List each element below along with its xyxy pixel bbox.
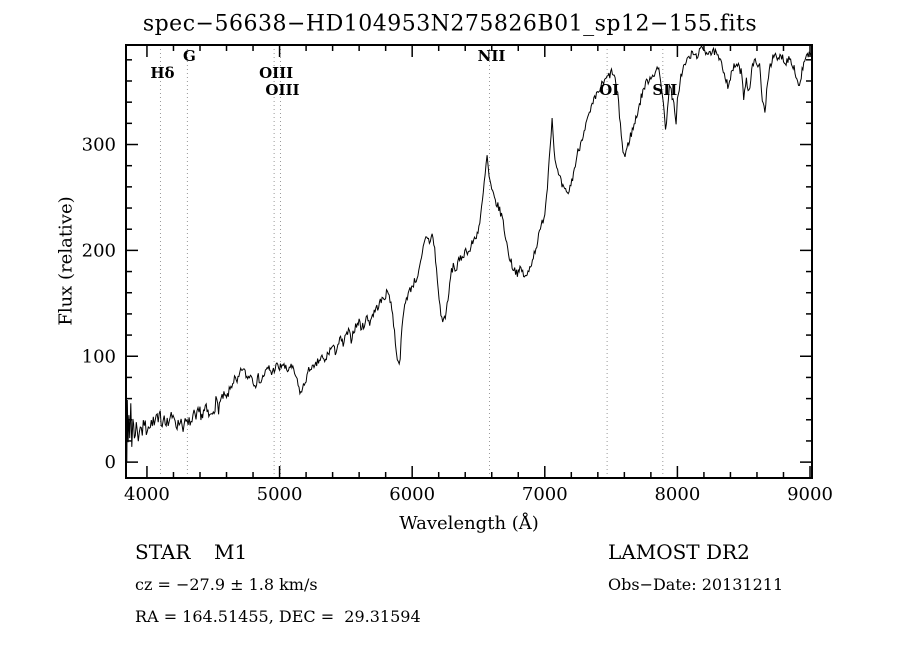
survey-label: LAMOST DR2: [608, 540, 750, 564]
svg-text:9000: 9000: [787, 484, 833, 505]
plot-frame: [125, 44, 813, 479]
svg-text:5000: 5000: [257, 484, 303, 505]
cz-value: cz = −27.9 ± 1.8 km/s: [135, 575, 318, 594]
spectral-line-label: SII: [652, 81, 677, 99]
svg-text:100: 100: [82, 346, 116, 367]
svg-text:8000: 8000: [654, 484, 700, 505]
y-axis-label: Flux (relative): [55, 196, 77, 326]
svg-text:4000: 4000: [124, 484, 170, 505]
y-tick-labels: 0 100 200 300: [82, 135, 116, 474]
spectral-line-label: G: [183, 47, 196, 65]
spectral-line-label: OIII: [259, 64, 293, 82]
spectrum-line: [126, 45, 812, 463]
plot-title: spec−56638−HD104953N275826B01_sp12−155.f…: [142, 11, 758, 37]
object-class-label: STAR: [135, 540, 191, 564]
svg-text:6000: 6000: [389, 484, 435, 505]
spectral-line-label: NII: [478, 47, 506, 65]
svg-text:300: 300: [82, 135, 116, 156]
spectral-line-label: OIII: [265, 81, 299, 99]
svg-text:0: 0: [105, 452, 116, 473]
coordinates: RA = 164.51455, DEC = 29.31594: [135, 607, 421, 626]
svg-text:200: 200: [82, 240, 116, 261]
svg-text:7000: 7000: [522, 484, 568, 505]
spectral-line-markers: [159, 45, 664, 478]
spectral-line-label: Hδ: [150, 64, 174, 82]
x-axis-label: Wavelength (Å): [399, 513, 539, 534]
spectral-line-label: OI: [599, 81, 619, 99]
axis-ticks: [126, 45, 812, 478]
obs-date: Obs−Date: 20131211: [608, 575, 784, 594]
object-subclass-label: M1: [214, 540, 248, 564]
x-tick-labels: 4000 5000 6000 7000 8000 9000: [124, 484, 833, 505]
